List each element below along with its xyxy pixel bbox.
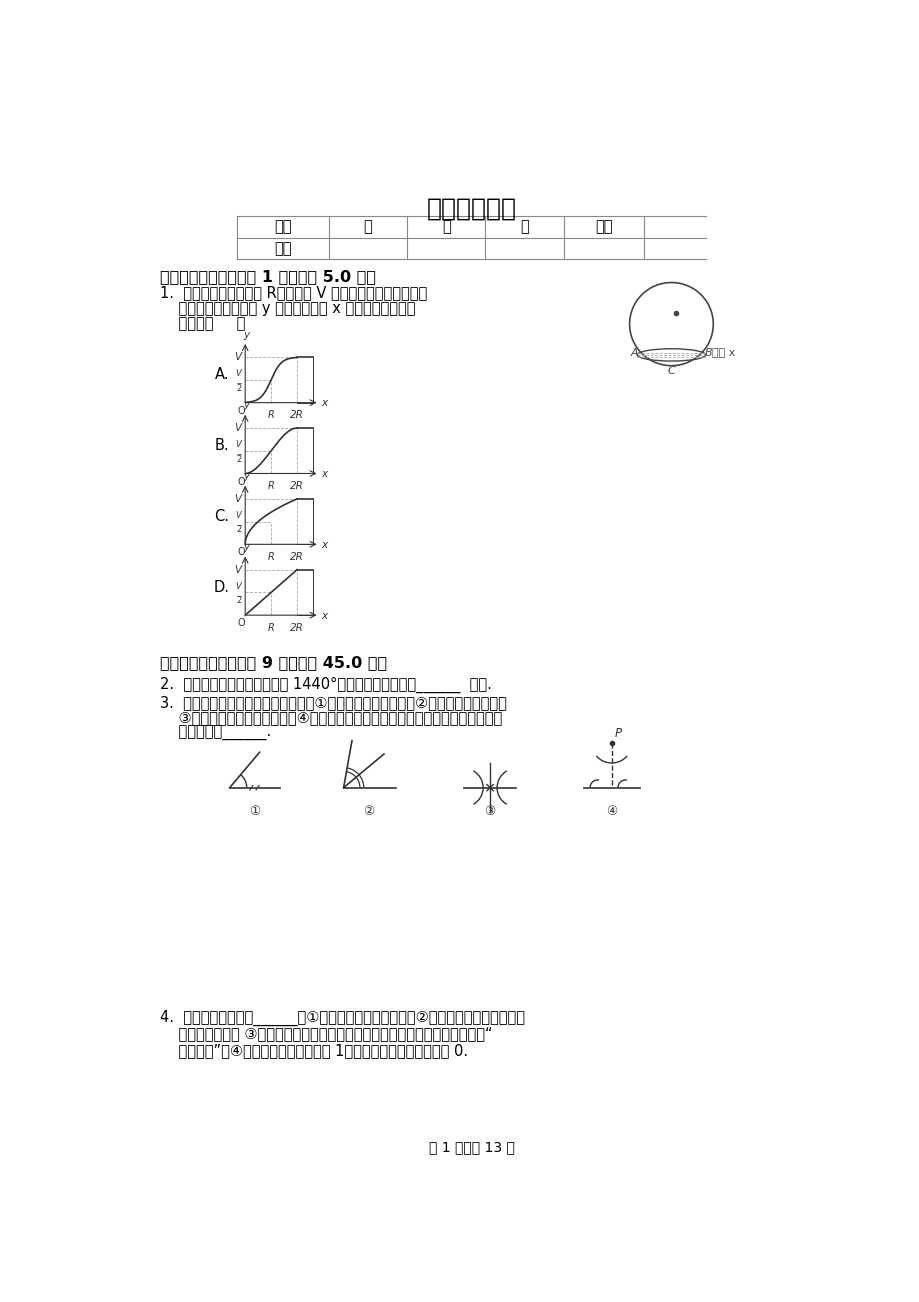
Text: 法错误的是______.: 法错误的是______. <box>160 727 271 741</box>
Text: x: x <box>321 540 327 549</box>
Text: 开学数学试卷: 开学数学试卷 <box>426 197 516 220</box>
Text: O: O <box>237 406 244 415</box>
Text: 第 1 页，共 13 页: 第 1 页，共 13 页 <box>428 1141 514 1155</box>
Text: V: V <box>235 440 241 449</box>
Text: 一、选择题（本大题共 1 小题，共 5.0 分）: 一、选择题（本大题共 1 小题，共 5.0 分） <box>160 270 376 284</box>
Text: 2: 2 <box>236 596 241 605</box>
Text: x: x <box>321 469 327 479</box>
Text: V: V <box>234 352 241 362</box>
Text: A: A <box>630 348 638 358</box>
Text: C.: C. <box>214 509 229 525</box>
Text: R: R <box>267 410 274 421</box>
Text: 三: 三 <box>519 220 528 234</box>
Text: ①: ① <box>249 805 260 818</box>
Text: 二、填空题（本大题共 9 小题，共 45.0 分）: 二、填空题（本大题共 9 小题，共 45.0 分） <box>160 655 387 671</box>
Text: 一: 一 <box>363 220 372 234</box>
Text: y: y <box>243 542 249 552</box>
Text: 反映容积内水的体积 y 与容器内水深 x 之间的关系的图象: 反映容积内水的体积 y 与容器内水深 x 之间的关系的图象 <box>160 301 415 316</box>
Text: 总分: 总分 <box>595 220 612 234</box>
Text: 2: 2 <box>236 526 241 534</box>
Text: x: x <box>321 611 327 621</box>
Text: V: V <box>234 565 241 574</box>
Text: y: y <box>243 471 249 482</box>
Text: 2: 2 <box>236 454 241 464</box>
Text: R: R <box>267 622 274 633</box>
Text: 2: 2 <box>236 384 241 393</box>
Text: R: R <box>267 552 274 562</box>
Text: B: B <box>704 348 711 358</box>
Text: x: x <box>321 398 327 409</box>
Text: D.: D. <box>214 579 230 595</box>
Text: 3.  下列四种基本尺规作图分别表示：①作一个角等于已知角；②作一个角度平分线；: 3. 下列四种基本尺规作图分别表示：①作一个角等于已知角；②作一个角度平分线； <box>160 695 506 710</box>
Text: V: V <box>235 582 241 591</box>
Text: 2R: 2R <box>289 482 303 491</box>
Text: 可能为（     ）: 可能为（ ） <box>160 316 245 332</box>
Text: 2R: 2R <box>289 410 303 421</box>
Text: 得分: 得分 <box>274 241 291 256</box>
Text: V: V <box>234 493 241 504</box>
Text: O: O <box>237 618 244 629</box>
Text: ④: ④ <box>606 805 617 818</box>
Text: ③做一条线段的垂直平分线；④过直线外一点作已知直线的垂线．则对应选项中做: ③做一条线段的垂直平分线；④过直线外一点作已知直线的垂线．则对应选项中做 <box>160 711 502 725</box>
Text: O: O <box>237 547 244 557</box>
Text: V: V <box>235 512 241 519</box>
Text: 题号: 题号 <box>274 220 291 234</box>
Text: 2R: 2R <box>289 552 303 562</box>
Text: V: V <box>235 370 241 379</box>
Text: 三线合一”；④必然事件发生的概率为 1，不可能事件发生的概率为 0.: 三线合一”；④必然事件发生的概率为 1，不可能事件发生的概率为 0. <box>160 1043 468 1059</box>
Text: 水深 x: 水深 x <box>711 348 734 358</box>
Text: A.: A. <box>214 367 229 383</box>
Text: B.: B. <box>214 439 229 453</box>
Text: 4.  下列说法正确的是______．①同角或等角的余角相等；②角是轴对称图形，角平分: 4. 下列说法正确的是______．①同角或等角的余角相等；②角是轴对称图形，角… <box>160 1009 525 1026</box>
Text: 线是它的对称轴 ③等腰三角形的平分线、底边上的中线、底边上的高重合，即“: 线是它的对称轴 ③等腰三角形的平分线、底边上的中线、底边上的高重合，即“ <box>160 1026 492 1042</box>
Text: 2R: 2R <box>289 622 303 633</box>
Text: 1.  如图，向一个半径为 R、容积为 V 的球形容器内注水，则能: 1. 如图，向一个半径为 R、容积为 V 的球形容器内注水，则能 <box>160 285 426 301</box>
Text: y: y <box>243 400 249 410</box>
Text: C: C <box>667 366 675 376</box>
Text: ③: ③ <box>484 805 495 818</box>
Text: ②: ② <box>362 805 374 818</box>
Text: O: O <box>237 477 244 487</box>
Text: 2.  如果一个多边形的内角和是 1440°，那么这个多边形是______  边形.: 2. 如果一个多边形的内角和是 1440°，那么这个多边形是______ 边形. <box>160 677 492 693</box>
Text: V: V <box>234 423 241 434</box>
Text: y: y <box>243 329 249 340</box>
Text: 二: 二 <box>441 220 450 234</box>
Text: R: R <box>267 482 274 491</box>
Text: P: P <box>614 727 621 740</box>
